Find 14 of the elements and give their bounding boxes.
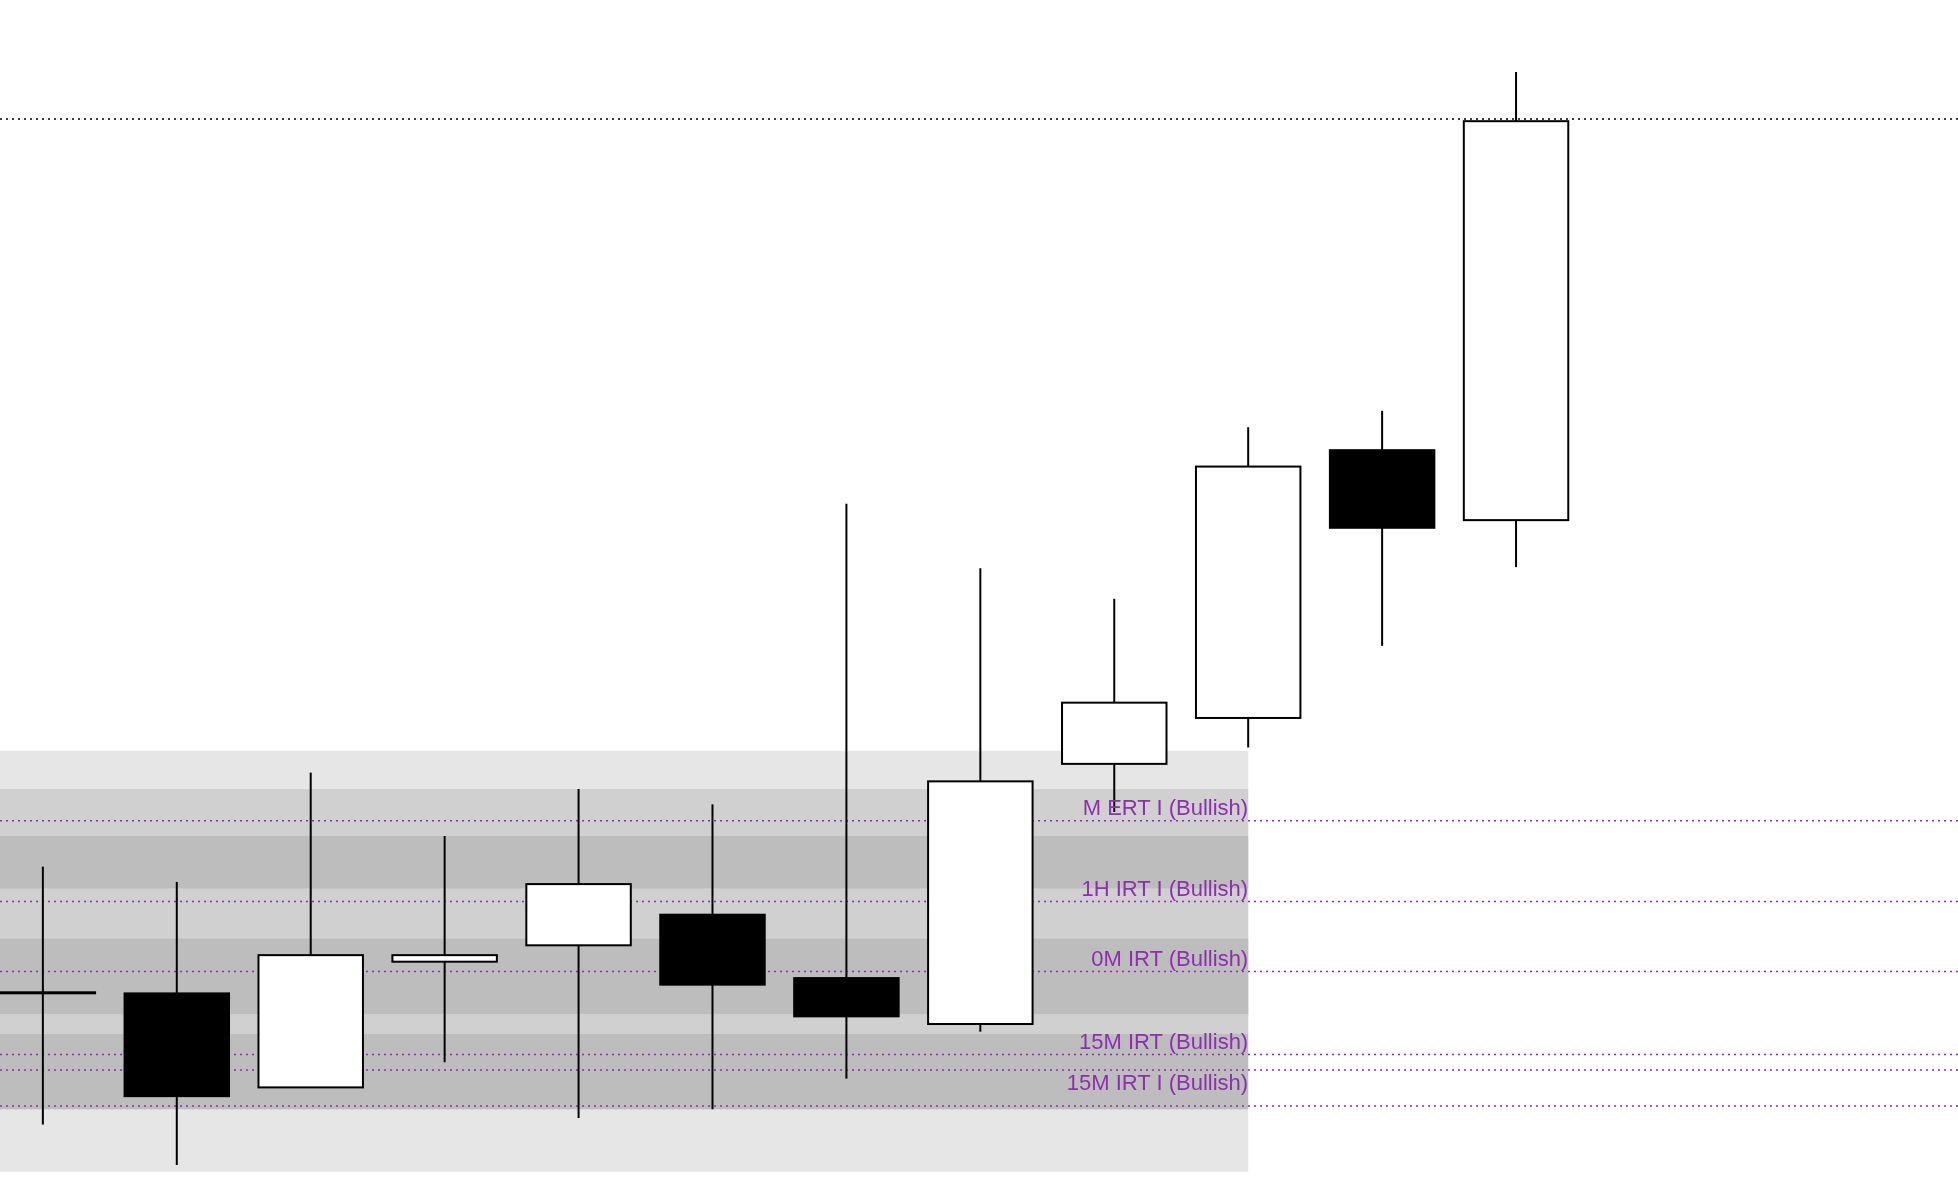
candlestick xyxy=(793,502,900,1080)
candlestick xyxy=(123,880,231,1166)
candlestick xyxy=(659,803,766,1111)
candlestick xyxy=(1061,597,1168,813)
ref-line-label: 0M IRT (Bullish) xyxy=(1091,945,1249,971)
candlestick xyxy=(927,567,1034,1033)
ref-line-label: 15M IRT I (Bullish) xyxy=(1066,1069,1249,1095)
candlestick xyxy=(391,835,498,1064)
ref-line-label: 1H IRT I (Bullish) xyxy=(1081,875,1249,901)
candlestick xyxy=(1328,409,1436,647)
ref-line-label: M ERT I (Bullish) xyxy=(1082,794,1249,820)
candlestick xyxy=(525,788,632,1119)
ref-line-label: 15M IRT (Bullish) xyxy=(1079,1028,1249,1054)
candlestick xyxy=(1194,426,1302,749)
